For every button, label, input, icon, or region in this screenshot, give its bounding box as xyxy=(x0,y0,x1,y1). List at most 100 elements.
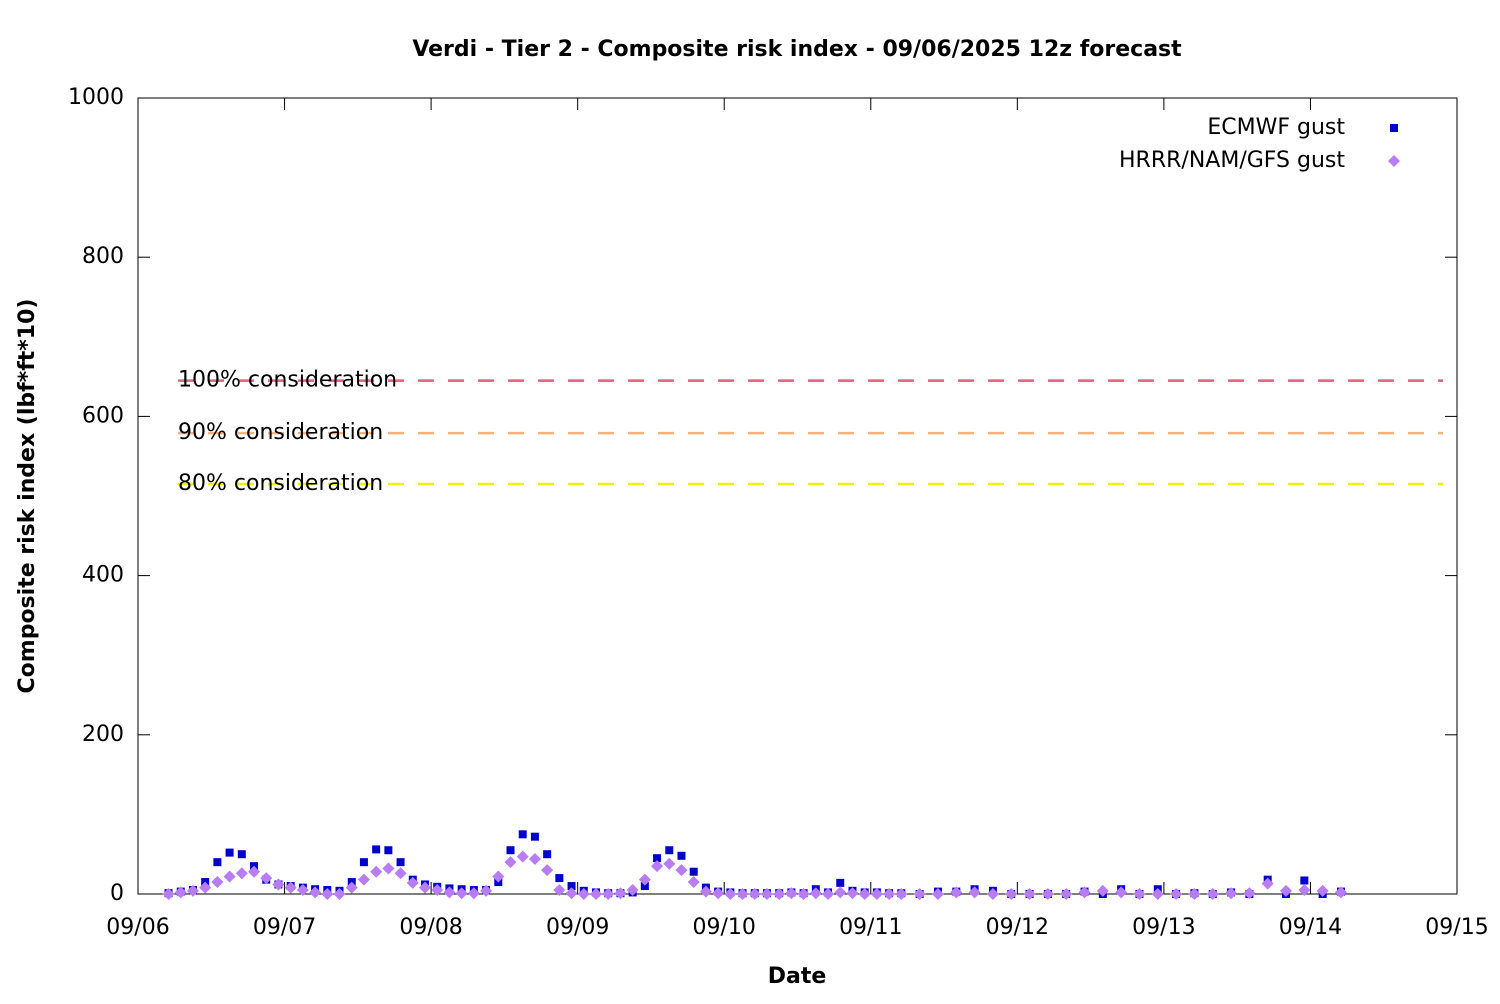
data-point xyxy=(626,884,639,897)
y-tick-label: 0 xyxy=(110,881,124,906)
data-point xyxy=(724,888,737,900)
data-point xyxy=(1300,876,1309,885)
data-point xyxy=(223,870,236,883)
data-point xyxy=(1243,887,1256,900)
data-point xyxy=(858,888,871,900)
data-point xyxy=(1316,884,1329,897)
data-point xyxy=(836,878,845,887)
data-point xyxy=(1041,888,1054,900)
data-point xyxy=(748,888,761,900)
data-point xyxy=(1170,888,1183,900)
data-point xyxy=(883,888,896,900)
data-point xyxy=(677,851,686,860)
x-tick-label: 09/13 xyxy=(1132,915,1195,940)
reference-label: 90% consideration xyxy=(178,420,383,445)
data-point xyxy=(382,862,395,875)
data-point xyxy=(225,848,234,857)
data-point xyxy=(663,857,676,870)
data-point xyxy=(567,882,576,891)
data-point xyxy=(555,874,564,883)
data-point xyxy=(797,888,810,900)
data-point xyxy=(506,846,515,855)
data-point xyxy=(640,882,649,891)
data-point xyxy=(211,876,224,889)
data-point xyxy=(213,858,222,867)
data-point xyxy=(504,856,517,869)
x-tick-label: 09/14 xyxy=(1279,915,1342,940)
data-point xyxy=(699,885,712,898)
data-point xyxy=(602,888,615,900)
y-tick-label: 400 xyxy=(82,563,124,588)
data-point xyxy=(834,886,847,899)
data-point xyxy=(543,850,552,859)
data-point xyxy=(950,886,963,899)
data-point xyxy=(518,830,527,839)
x-tick-label: 09/06 xyxy=(106,915,169,940)
y-axis-label: Composite risk index (lbf*ft*10) xyxy=(15,299,40,694)
data-point xyxy=(968,886,981,899)
legend-marker xyxy=(1390,124,1398,132)
data-point xyxy=(577,888,590,900)
data-point xyxy=(186,884,199,897)
x-tick-label: 09/08 xyxy=(399,915,462,940)
y-tick-label: 600 xyxy=(82,403,124,428)
y-tick-label: 200 xyxy=(82,722,124,747)
data-point xyxy=(1334,886,1347,899)
data-point xyxy=(986,888,999,900)
data-point xyxy=(260,872,273,885)
data-point xyxy=(541,864,554,877)
data-point xyxy=(1261,877,1274,890)
data-point xyxy=(384,846,393,855)
data-point xyxy=(272,878,285,891)
data-point xyxy=(1005,888,1018,900)
data-point xyxy=(1225,887,1238,900)
data-point xyxy=(589,888,602,900)
data-point xyxy=(528,852,541,865)
y-tick-label: 1000 xyxy=(68,85,124,110)
reference-label: 80% consideration xyxy=(178,471,383,496)
data-point xyxy=(913,888,926,900)
data-point xyxy=(1115,886,1128,899)
data-point xyxy=(1206,888,1219,900)
data-point xyxy=(480,884,493,897)
x-tick-label: 09/10 xyxy=(693,915,756,940)
reference-label: 100% consideration xyxy=(178,368,397,393)
data-point xyxy=(785,887,798,900)
data-point xyxy=(530,832,539,841)
data-point xyxy=(284,881,297,894)
data-point xyxy=(1023,888,1036,900)
data-point xyxy=(712,887,725,900)
data-point xyxy=(248,865,261,878)
data-point xyxy=(689,867,698,876)
x-tick-label: 09/15 xyxy=(1425,915,1488,940)
data-point xyxy=(296,884,309,897)
data-point xyxy=(846,887,859,900)
x-tick-label: 09/09 xyxy=(546,915,609,940)
data-point xyxy=(516,850,529,863)
data-point xyxy=(675,864,688,877)
data-point xyxy=(406,876,419,889)
data-point xyxy=(333,888,346,900)
data-point xyxy=(431,884,444,897)
data-point xyxy=(492,870,505,883)
data-point xyxy=(1078,886,1091,899)
data-point xyxy=(773,888,786,900)
data-point xyxy=(1060,888,1073,900)
plot-frame xyxy=(137,97,1458,895)
data-point xyxy=(1188,888,1201,900)
data-point xyxy=(162,888,175,900)
y-tick-label: 800 xyxy=(82,244,124,269)
data-point xyxy=(651,860,664,873)
data-point xyxy=(345,881,358,894)
data-point xyxy=(1133,888,1146,900)
data-point xyxy=(931,888,944,900)
data-point xyxy=(372,845,381,854)
data-point xyxy=(443,886,456,899)
data-point xyxy=(653,854,662,863)
data-point xyxy=(1096,884,1109,897)
data-point xyxy=(467,887,480,900)
data-point xyxy=(822,888,835,900)
data-point xyxy=(1298,884,1311,897)
